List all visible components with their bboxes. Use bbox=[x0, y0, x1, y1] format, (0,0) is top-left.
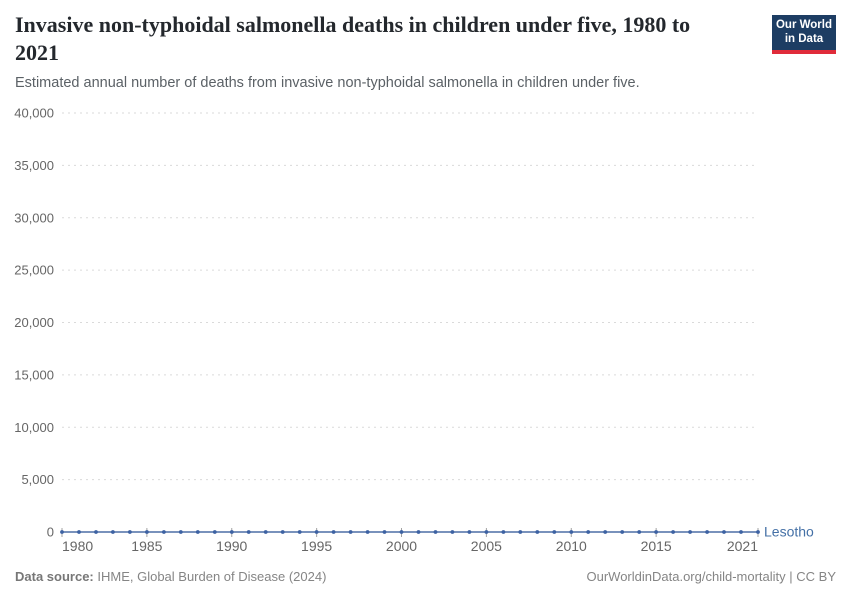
x-tick-label: 1980 bbox=[62, 538, 93, 554]
data-source-label: Data source: bbox=[15, 569, 94, 584]
data-point bbox=[297, 530, 302, 534]
y-tick-label: 40,000 bbox=[14, 106, 54, 121]
chart-footer: Data source: IHME, Global Burden of Dise… bbox=[0, 566, 850, 590]
data-point bbox=[331, 530, 336, 534]
chart-subtitle: Estimated annual number of deaths from i… bbox=[15, 75, 640, 91]
data-point bbox=[111, 530, 115, 534]
data-point bbox=[552, 530, 557, 534]
x-tick-label: 1985 bbox=[131, 538, 162, 554]
x-tick-label: 1990 bbox=[216, 538, 247, 554]
credit-link[interactable]: OurWorldinData.org/child-mortality | CC … bbox=[586, 569, 837, 584]
y-tick-label: 35,000 bbox=[14, 158, 54, 173]
data-point bbox=[60, 530, 64, 534]
data-point bbox=[671, 530, 675, 534]
data-point bbox=[399, 530, 404, 534]
data-point bbox=[94, 530, 98, 534]
x-tick-label: 1995 bbox=[301, 538, 332, 554]
data-point bbox=[586, 530, 591, 534]
data-point bbox=[127, 530, 132, 534]
series-label-lesotho[interactable]: Lesotho bbox=[764, 524, 814, 540]
data-point bbox=[314, 530, 319, 534]
y-tick-label: 5,000 bbox=[21, 472, 54, 487]
x-tick-label: 2021 bbox=[727, 538, 758, 554]
x-tick-label: 2010 bbox=[556, 538, 587, 554]
data-point bbox=[77, 530, 81, 534]
data-point bbox=[722, 530, 726, 534]
data-point bbox=[705, 530, 709, 534]
data-source-note: Data source: IHME, Global Burden of Dise… bbox=[15, 569, 326, 584]
data-point bbox=[433, 530, 438, 534]
y-tick-label: 10,000 bbox=[14, 420, 54, 435]
data-point bbox=[518, 530, 523, 534]
data-point bbox=[162, 530, 166, 534]
data-point bbox=[756, 530, 760, 534]
data-point bbox=[263, 530, 268, 534]
owid-logo-line1: Our World bbox=[775, 19, 832, 31]
data-point bbox=[620, 530, 625, 534]
owid-logo[interactable]: Our World in Data bbox=[772, 15, 836, 54]
data-point bbox=[229, 530, 234, 534]
x-tick-label: 2005 bbox=[471, 538, 502, 554]
data-point bbox=[467, 530, 472, 534]
y-gridlines bbox=[62, 112, 758, 481]
data-point bbox=[569, 530, 574, 534]
data-point bbox=[348, 530, 353, 534]
data-point bbox=[280, 530, 285, 534]
data-point bbox=[739, 530, 743, 534]
data-point bbox=[382, 530, 387, 534]
y-tick-label: 0 bbox=[47, 525, 54, 540]
data-source-text: IHME, Global Burden of Disease (2024) bbox=[93, 569, 327, 584]
data-point bbox=[416, 530, 421, 534]
data-point bbox=[450, 530, 455, 534]
data-point bbox=[195, 530, 200, 534]
data-point bbox=[145, 530, 149, 534]
y-tick-label: 15,000 bbox=[14, 367, 54, 382]
y-tick-label: 30,000 bbox=[14, 210, 54, 225]
data-point bbox=[178, 530, 183, 534]
line-chart[interactable]: 0 5,000 10,000 15,000 20,000 25,000 30,000 35,0… bbox=[0, 100, 850, 560]
x-tick-label: 2015 bbox=[641, 538, 672, 554]
data-point bbox=[535, 530, 540, 534]
data-point bbox=[654, 530, 658, 534]
data-point bbox=[603, 530, 608, 534]
data-point bbox=[501, 530, 506, 534]
data-point bbox=[484, 530, 489, 534]
x-axis-labels: 1980 1985 1990 1995 2000 2005 2010 2015 2021 bbox=[62, 538, 758, 554]
chart-title: Invasive non-typhoidal salmonella deaths… bbox=[15, 12, 691, 65]
series-markers bbox=[60, 530, 760, 534]
y-axis-labels: 0 5,000 10,000 15,000 20,000 25,000 30,000 35,0… bbox=[14, 106, 54, 540]
data-point bbox=[212, 530, 217, 534]
data-point bbox=[637, 530, 642, 534]
x-tick-label: 2000 bbox=[386, 538, 417, 554]
owid-logo-line2: in Data bbox=[784, 32, 824, 45]
data-point bbox=[246, 530, 251, 534]
data-point bbox=[365, 530, 370, 534]
y-tick-label: 25,000 bbox=[14, 263, 54, 278]
plot-svg[interactable]: 0 5,000 10,000 15,000 20,000 25,000 30,000 35,0… bbox=[0, 100, 850, 560]
y-tick-label: 20,000 bbox=[14, 315, 54, 330]
data-point bbox=[688, 530, 692, 534]
